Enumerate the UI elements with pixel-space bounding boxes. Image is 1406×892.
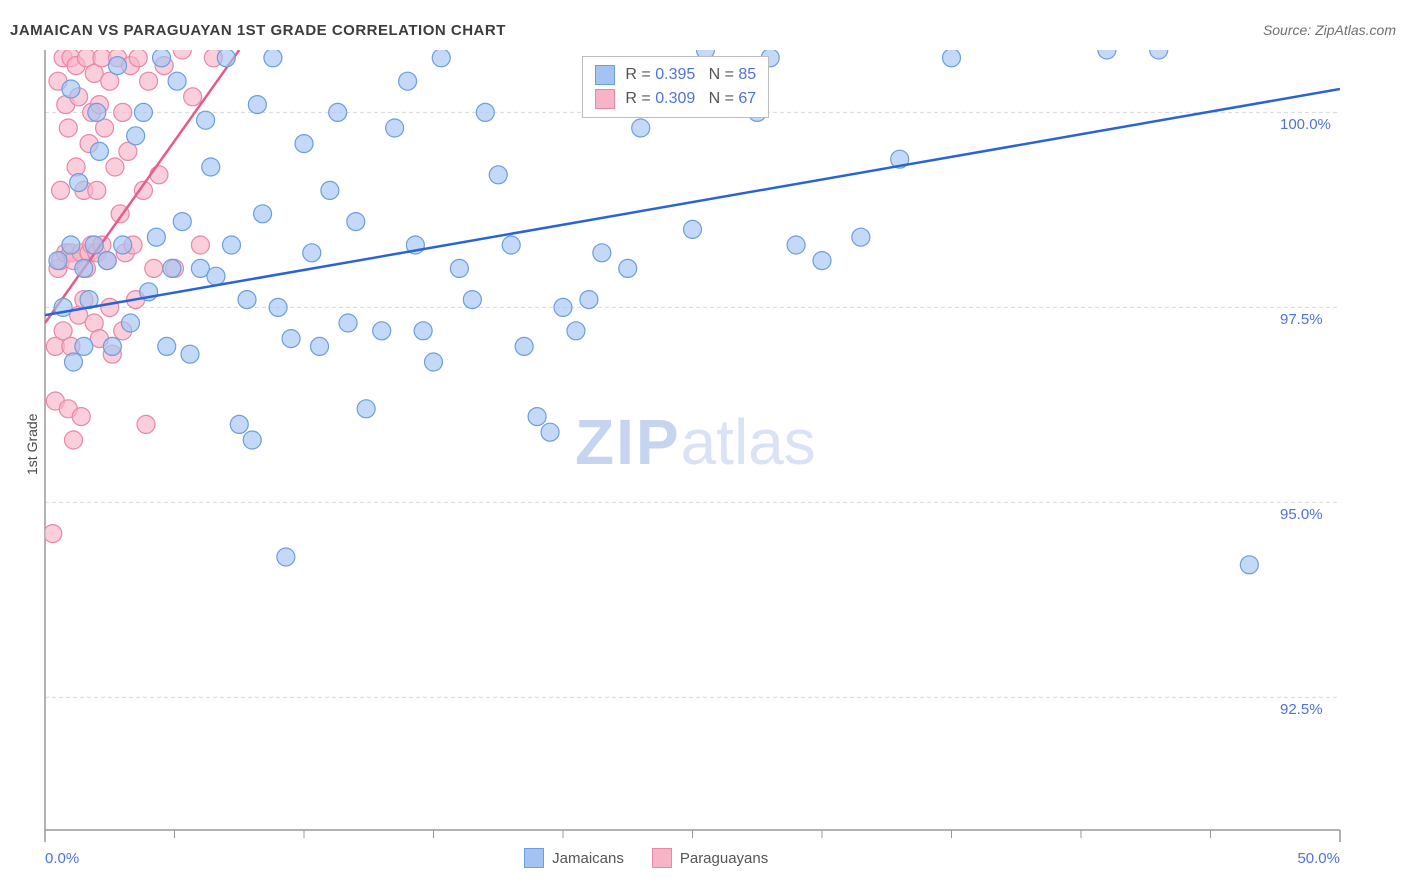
correlation-stats-box: R = 0.395 N = 85R = 0.309 N = 67 <box>582 56 769 118</box>
legend-label: Paraguayans <box>680 850 768 867</box>
scatter-plot <box>0 0 1406 892</box>
legend-item: Paraguayans <box>652 848 768 868</box>
stats-row: R = 0.395 N = 85 <box>595 63 756 87</box>
legend-item: Jamaicans <box>524 848 624 868</box>
x-tick-label: 50.0% <box>1290 850 1340 867</box>
y-tick-label: 95.0% <box>1280 506 1323 523</box>
legend-swatch <box>524 848 544 868</box>
legend-swatch <box>595 65 615 85</box>
stats-row: R = 0.309 N = 67 <box>595 87 756 111</box>
legend-label: Jamaicans <box>552 850 624 867</box>
legend-swatch <box>652 848 672 868</box>
x-tick-label: 0.0% <box>45 850 95 867</box>
y-tick-label: 97.5% <box>1280 311 1323 328</box>
legend-swatch <box>595 89 615 109</box>
legend-bottom: Jamaicans Paraguayans <box>524 848 768 868</box>
y-tick-label: 100.0% <box>1280 116 1331 133</box>
y-tick-label: 92.5% <box>1280 701 1323 718</box>
